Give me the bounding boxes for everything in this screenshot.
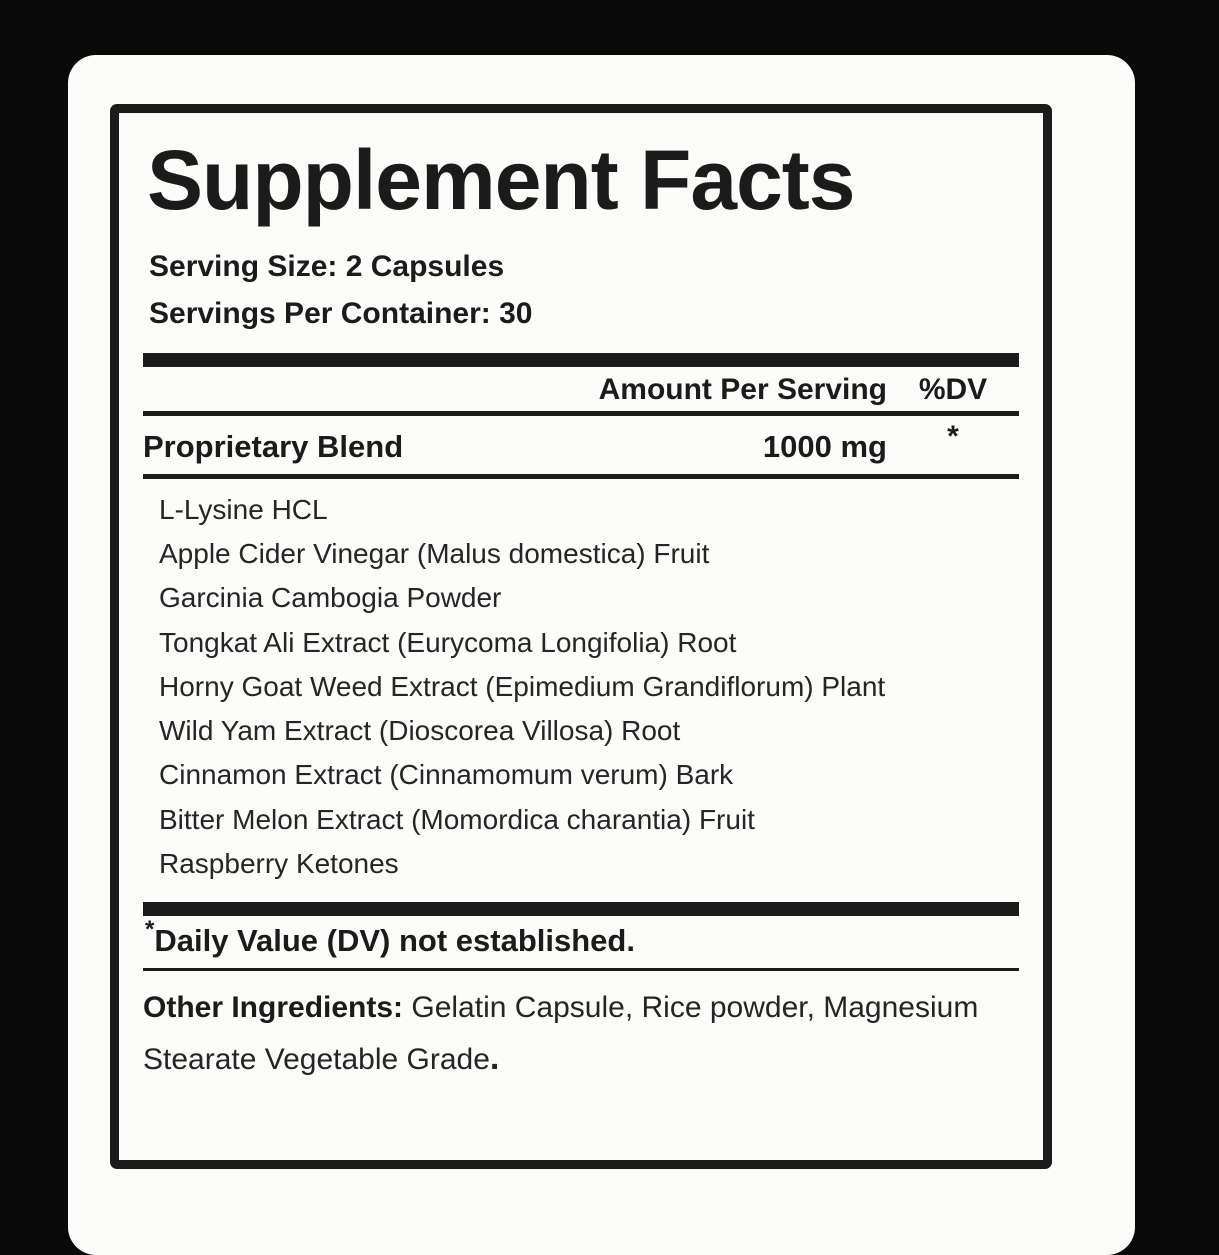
rule-above-blend <box>143 411 1019 416</box>
proprietary-blend-row: Proprietary Blend 1000 mg * <box>141 416 1021 474</box>
list-item: Apple Cider Vinegar (Malus domestica) Fr… <box>159 538 710 570</box>
blend-amount: 1000 mg <box>762 429 887 464</box>
asterisk-marker: * <box>145 916 155 944</box>
daily-value-disclaimer: *Daily Value (DV) not established. <box>141 916 1021 968</box>
other-ingredients-label: Other Ingredients: <box>143 991 404 1025</box>
table-header-row: Amount Per Serving %DV <box>141 367 1021 411</box>
other-ingredients-period: . <box>489 1038 500 1077</box>
ingredient-list: L-Lysine HCL Apple Cider Vinegar (Malus … <box>141 488 1021 886</box>
page-title: Supplement Facts <box>147 133 855 227</box>
list-item: Garcinia Cambogia Powder <box>159 582 502 614</box>
rule-thick-top <box>143 353 1019 367</box>
servings-per-container-line: Servings Per Container: 30 <box>149 296 533 330</box>
serving-size-line: Serving Size: 2 Capsules <box>149 250 505 283</box>
list-item: Horny Goat Weed Extract (Epimedium Grand… <box>159 670 886 702</box>
list-item: Wild Yam Extract (Dioscorea Villosa) Roo… <box>159 715 681 747</box>
blend-daily-value: * <box>947 420 959 453</box>
other-ingredients-value: Gelatin Capsule, Rice powder, Magnesium … <box>143 991 979 1076</box>
rule-thick-bottom <box>143 902 1019 917</box>
serving-info: Serving Size: 2 Capsules Servings Per Co… <box>149 244 1021 337</box>
rule-below-blend <box>143 474 1019 479</box>
rule-above-other-ingredients <box>143 968 1019 972</box>
column-header-dv: %DV <box>918 373 988 406</box>
list-item: Cinnamon Extract (Cinnamomum verum) Bark <box>159 759 734 791</box>
other-ingredients-block: Other Ingredients: Gelatin Capsule, Rice… <box>141 971 1021 1084</box>
supplement-label-card: Supplement Facts Serving Size: 2 Capsule… <box>68 55 1135 1255</box>
list-item: L-Lysine HCL <box>159 494 328 525</box>
supplement-facts-panel: Supplement Facts Serving Size: 2 Capsule… <box>110 104 1052 1169</box>
list-item: Raspberry Ketones <box>159 847 399 879</box>
disclaimer-text: Daily Value (DV) not established. <box>154 923 635 959</box>
list-item: Tongkat Ali Extract (Eurycoma Longifolia… <box>159 626 737 658</box>
blend-name: Proprietary Blend <box>143 429 404 464</box>
list-item: Bitter Melon Extract (Momordica charanti… <box>159 803 755 835</box>
column-header-amount: Amount Per Serving <box>598 373 887 406</box>
